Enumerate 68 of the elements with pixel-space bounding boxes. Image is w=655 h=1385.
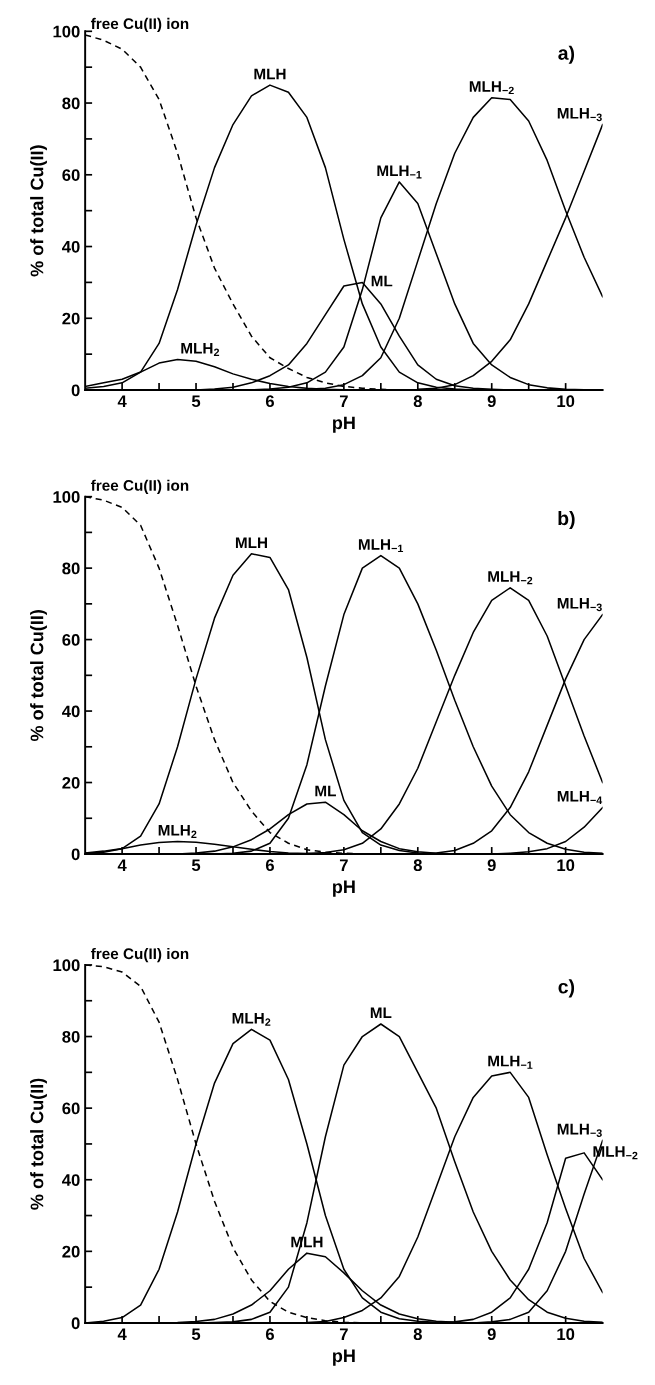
series-label: MLH$_{−3}$ xyxy=(557,108,602,122)
y-tick-label: 0 xyxy=(71,1317,80,1330)
x-tick-label: 8 xyxy=(413,395,422,408)
y-tick-label: 80 xyxy=(62,97,80,110)
series-label: MLH$_{2}$ xyxy=(158,824,197,838)
series-label: ML xyxy=(370,1007,392,1019)
x-tick-label: 10 xyxy=(557,1328,575,1341)
y-tick-label: 100 xyxy=(53,25,80,38)
y-axis-title: % of total Cu(II) xyxy=(30,610,47,742)
series-label: free Cu(II) ion xyxy=(90,479,189,494)
x-tick-label: 7 xyxy=(339,395,348,407)
annotation: b) xyxy=(558,510,575,530)
x-tick-label: 5 xyxy=(191,859,201,872)
x-tick-label: 6 xyxy=(265,395,274,408)
y-tick-label: 40 xyxy=(62,240,80,253)
x-tick-label: 5 xyxy=(191,1328,201,1341)
y-tick-label: 0 xyxy=(71,384,80,397)
x-tick-label: 7 xyxy=(339,859,348,871)
series-label: MLH xyxy=(254,68,286,80)
y-tick-label: 60 xyxy=(62,1102,80,1115)
y-tick-label: 60 xyxy=(62,169,80,181)
x-tick-label: 4 xyxy=(117,1328,127,1340)
annotation: c) xyxy=(558,979,575,998)
series-label: MLH$_{−2}$ xyxy=(488,571,533,585)
y-tick-label: 40 xyxy=(62,705,80,718)
y-tick-label: 20 xyxy=(62,312,80,325)
x-tick-label: 10 xyxy=(557,859,575,872)
x-tick-label: 4 xyxy=(117,859,127,871)
series-label: MLH$_{−2}$ xyxy=(469,81,514,95)
series-label: MLH$_{2}$ xyxy=(181,343,220,356)
annotation: a) xyxy=(558,45,575,64)
y-tick-label: 100 xyxy=(53,959,80,972)
series-label: MLH$_{−1}$ xyxy=(358,539,404,553)
y-tick-label: 100 xyxy=(53,491,80,503)
x-tick-label: 6 xyxy=(265,1328,274,1341)
series-label: ML xyxy=(371,275,393,287)
series-label: ML xyxy=(315,785,336,797)
y-tick-label: 80 xyxy=(62,1030,80,1043)
x-axis-title: pH xyxy=(333,416,355,433)
x-tick-label: 5 xyxy=(191,395,201,408)
x-tick-label: 6 xyxy=(265,859,274,872)
series-label: free Cu(II) ion xyxy=(90,17,189,33)
y-tick-label: 20 xyxy=(62,776,80,789)
y-tick-label: 80 xyxy=(62,562,80,575)
x-axis-title: pH xyxy=(333,880,355,897)
x-tick-label: 9 xyxy=(487,1328,496,1341)
x-axis-title: pH xyxy=(333,1349,355,1366)
series-label: MLH xyxy=(235,537,267,548)
y-axis-title: % of total Cu(II) xyxy=(30,145,47,277)
series-label: MLH$_{−1}$ xyxy=(377,165,422,179)
y-tick-label: 40 xyxy=(62,1174,80,1186)
series-label: MLH$_{−1}$ xyxy=(488,1055,533,1069)
y-tick-label: 20 xyxy=(62,1245,80,1258)
series-label: MLH$_{2}$ xyxy=(232,1012,271,1026)
series-label: MLH$_{−4}$ xyxy=(557,791,603,804)
x-tick-label: 4 xyxy=(117,395,127,407)
x-tick-label: 8 xyxy=(413,1328,422,1341)
series-label: MLH$_{−3}$ xyxy=(557,598,602,612)
x-tick-label: 8 xyxy=(413,859,422,872)
x-tick-label: 9 xyxy=(487,395,496,408)
y-tick-label: 60 xyxy=(62,633,80,646)
series-label: free Cu(II) ion xyxy=(90,947,189,963)
series-label: MLH$_{−3}$ xyxy=(557,1123,602,1137)
y-axis-title: % of total Cu(II) xyxy=(30,1078,47,1210)
x-tick-label: 9 xyxy=(487,859,496,872)
y-tick-label: 0 xyxy=(71,848,80,861)
x-tick-label: 10 xyxy=(557,395,575,408)
x-tick-label: 7 xyxy=(339,1328,348,1340)
